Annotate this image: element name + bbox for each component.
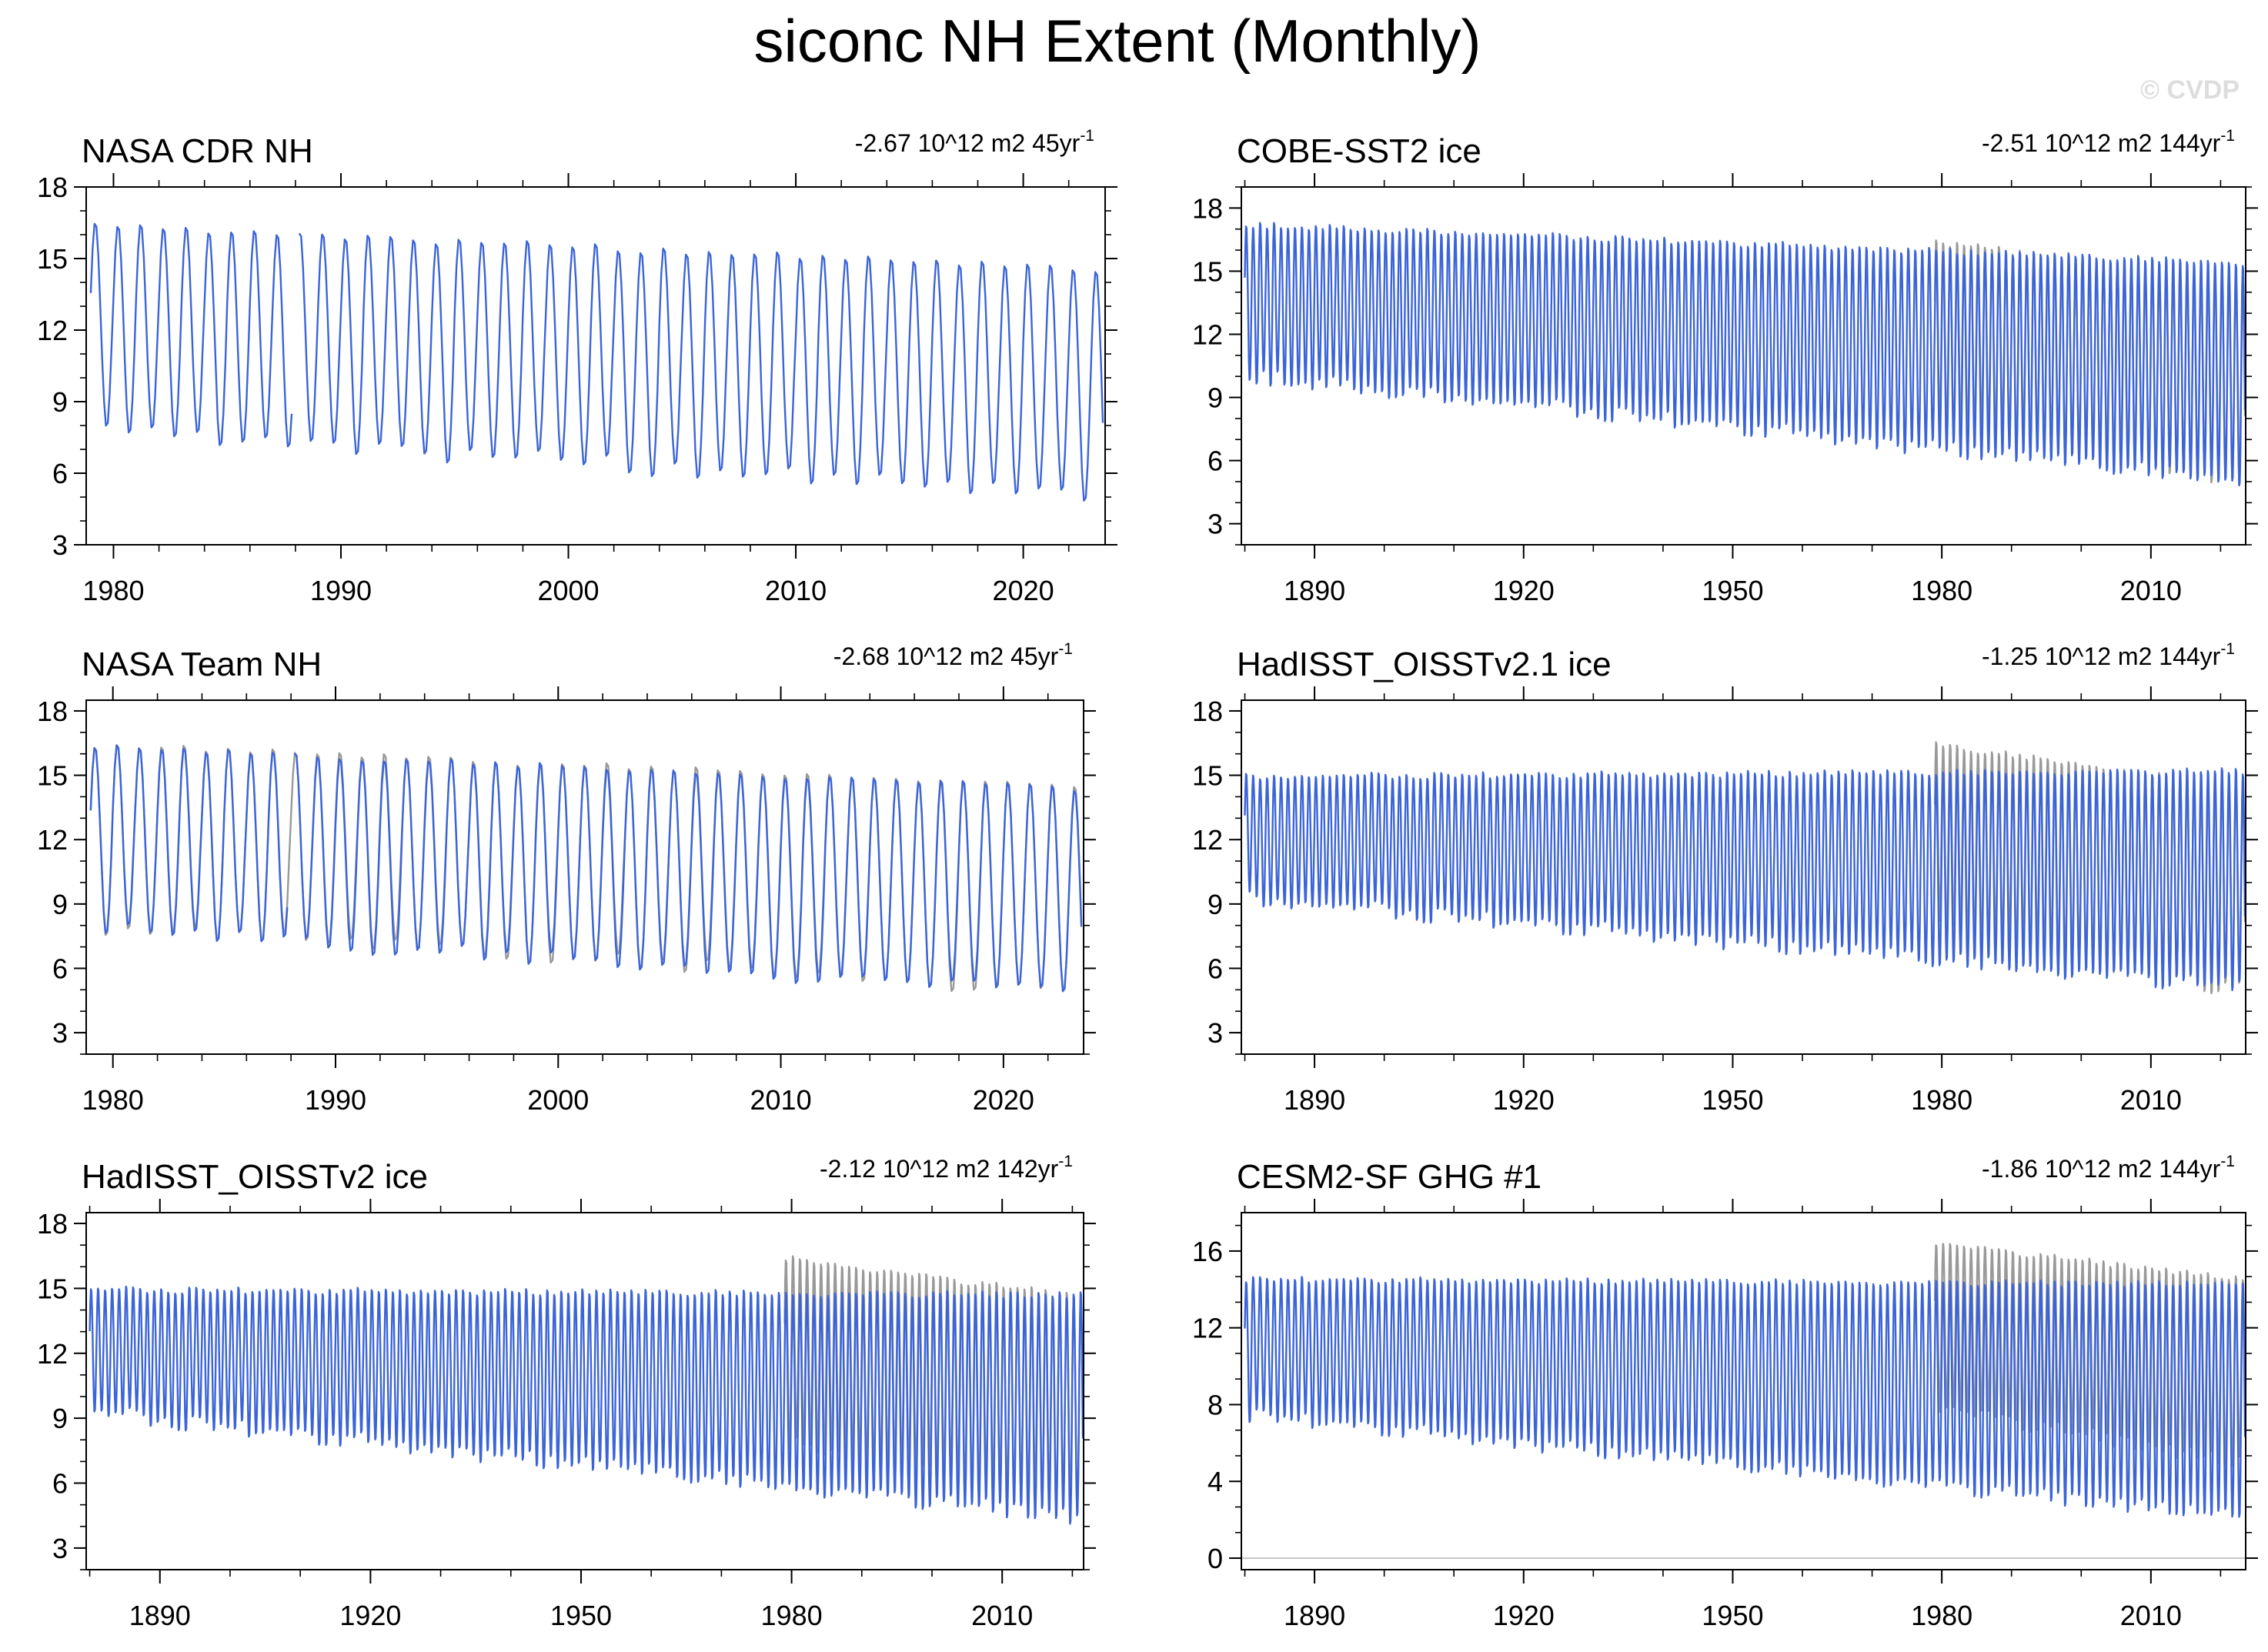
trend-label: -2.51 10^12 m2 144yr-1: [1982, 127, 2235, 157]
y-tick-label: 12: [37, 824, 68, 856]
y-tick-label: 9: [52, 386, 68, 418]
x-tick-label: 2010: [971, 1600, 1033, 1631]
y-tick-label: 18: [37, 172, 68, 203]
x-tick-label: 1920: [1493, 1600, 1555, 1631]
trend-label: -1.86 10^12 m2 144yr-1: [1982, 1153, 2235, 1183]
panel-3: 3 6 9 12 15 18 1980 1990 2000 2010 2020 NASA Team N…: [37, 640, 1096, 1116]
x-tick-label: 1950: [1702, 1084, 1763, 1116]
plot-frame: [85, 699, 1084, 1055]
series-line-main: [1244, 1276, 2246, 1518]
y-tick-label: 3: [52, 1533, 68, 1564]
y-tick-label: 15: [1192, 255, 1223, 287]
y-tick-label: 18: [1192, 192, 1223, 224]
plot-frame: [1241, 699, 2246, 1055]
y-tick-label: 12: [37, 1338, 68, 1370]
x-tick-label: 2020: [993, 575, 1054, 606]
panel-2: 3 6 9 12 15 18 1890 1920 1950 1980 2010 COBE-SST2 i…: [1192, 127, 2258, 606]
y-tick-label: 3: [52, 1017, 68, 1049]
plot-frame: [1241, 1212, 2246, 1570]
series-line-main: [89, 222, 1104, 502]
x-tick-label: 2010: [2120, 575, 2182, 606]
y-tick-label: 6: [52, 1468, 68, 1500]
y-tick-label: 9: [1207, 382, 1223, 414]
panel-4: 3 6 9 12 15 18 1890 1920 1950 1980 2010 HadISST_OIS…: [1192, 640, 2258, 1116]
x-tick-label: 1890: [1284, 575, 1345, 606]
series-line-main: [1244, 222, 2246, 486]
y-tick-label: 15: [37, 760, 68, 792]
y-tick-label: 9: [52, 1403, 68, 1434]
x-tick-label: 1950: [550, 1600, 612, 1631]
panel-title: NASA CDR NH: [82, 132, 313, 170]
y-tick-label: 12: [1192, 1313, 1223, 1344]
x-tick-label: 1980: [82, 1084, 144, 1116]
x-tick-label: 1980: [1911, 1600, 1972, 1631]
x-tick-label: 1980: [82, 575, 144, 606]
panel-6: 0 4 8 12 16 1890 1920 1950 1980 2010 CESM2-SF GHG …: [1192, 1153, 2258, 1631]
watermark: © CVDP: [2140, 75, 2240, 105]
panel-title: HadISST_OISSTv2.1 ice: [1237, 646, 1612, 683]
panel-1: 3 6 9 12 15 18 1980 1990 2000 2010 2020 NASA CDR NH…: [37, 127, 1117, 606]
y-tick-label: 6: [52, 458, 68, 489]
x-tick-label: 1920: [1493, 575, 1555, 606]
y-tick-label: 6: [1207, 953, 1223, 984]
x-tick-label: 1950: [1702, 1600, 1763, 1631]
y-tick-label: 9: [1207, 889, 1223, 920]
y-tick-label: 3: [52, 529, 68, 561]
y-tick-label: 12: [1192, 824, 1223, 856]
series-line-main: [1244, 767, 2246, 992]
y-tick-label: 3: [1207, 1017, 1223, 1049]
x-tick-label: 2010: [765, 575, 827, 606]
x-tick-label: 1990: [305, 1084, 366, 1116]
series-line-main: [89, 1285, 1084, 1525]
x-tick-label: 2020: [973, 1084, 1034, 1116]
plot-frame: [85, 186, 1106, 546]
y-tick-label: 18: [37, 1208, 68, 1240]
x-tick-label: 1950: [1702, 575, 1763, 606]
x-tick-label: 2010: [750, 1084, 812, 1116]
y-tick-label: 16: [1192, 1236, 1223, 1267]
y-tick-label: 0: [1207, 1543, 1223, 1574]
x-tick-label: 1980: [761, 1600, 823, 1631]
panel-5: 3 6 9 12 15 18 1890 1920 1950 1980 2010 HadISST_OIS…: [37, 1153, 1096, 1631]
trend-label: -2.68 10^12 m2 45yr-1: [833, 640, 1073, 670]
plot-frame: [85, 1212, 1084, 1570]
y-tick-label: 12: [1192, 319, 1223, 350]
y-tick-label: 18: [1192, 696, 1223, 727]
x-tick-label: 1980: [1911, 1084, 1972, 1116]
x-tick-label: 2010: [2120, 1600, 2182, 1631]
figure-title: siconc NH Extent (Monthly): [754, 7, 1481, 75]
x-tick-label: 1920: [1493, 1084, 1555, 1116]
y-tick-label: 6: [1207, 446, 1223, 477]
x-tick-label: 1890: [129, 1600, 191, 1631]
x-tick-label: 1890: [1284, 1600, 1345, 1631]
trend-label: -2.12 10^12 m2 142yr-1: [820, 1153, 1073, 1183]
panel-title: CESM2-SF GHG #1: [1237, 1158, 1542, 1196]
x-tick-label: 1890: [1284, 1084, 1345, 1116]
x-tick-label: 1920: [339, 1600, 401, 1631]
x-tick-label: 2000: [537, 575, 599, 606]
panel-title: NASA Team NH: [82, 646, 322, 683]
y-tick-label: 8: [1207, 1389, 1223, 1420]
y-tick-label: 15: [37, 243, 68, 275]
y-tick-label: 15: [37, 1273, 68, 1304]
y-tick-label: 4: [1207, 1466, 1223, 1497]
y-tick-label: 15: [1192, 760, 1223, 792]
series-line-main: [89, 744, 1083, 993]
y-tick-label: 9: [52, 889, 68, 920]
x-tick-label: 2010: [2120, 1084, 2182, 1116]
panel-title: COBE-SST2 ice: [1237, 132, 1481, 170]
plot-frame: [1241, 186, 2246, 546]
x-tick-label: 1980: [1911, 575, 1972, 606]
y-tick-label: 18: [37, 696, 68, 727]
y-tick-label: 6: [52, 953, 68, 984]
x-tick-label: 1990: [310, 575, 372, 606]
trend-label: -2.67 10^12 m2 45yr-1: [855, 127, 1094, 157]
y-tick-label: 12: [37, 315, 68, 346]
panel-title: HadISST_OISSTv2 ice: [82, 1158, 428, 1196]
x-tick-label: 2000: [527, 1084, 589, 1116]
y-tick-label: 3: [1207, 509, 1223, 540]
trend-label: -1.25 10^12 m2 144yr-1: [1982, 640, 2235, 670]
